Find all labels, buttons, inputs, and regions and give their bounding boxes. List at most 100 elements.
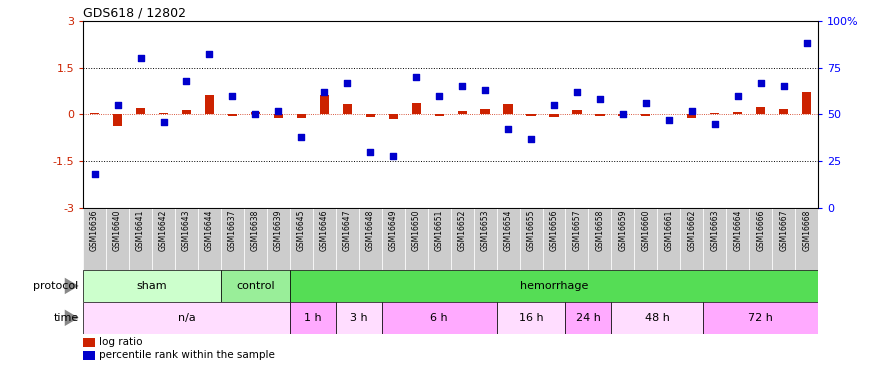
Text: GSM16655: GSM16655 [527,210,536,252]
Bar [113,114,123,126]
Bar [152,208,175,270]
Bar [274,114,283,118]
Text: GSM16666: GSM16666 [756,210,766,252]
Text: 72 h: 72 h [748,313,774,323]
Bar [83,302,290,334]
Text: 1 h: 1 h [304,313,322,323]
Bar [319,95,329,114]
Bar [336,208,359,270]
Bar [130,208,152,270]
Text: GSM16660: GSM16660 [641,210,650,252]
Point [501,126,515,132]
Text: GSM16654: GSM16654 [503,210,513,252]
Text: GSM16657: GSM16657 [572,210,582,252]
Text: protocol: protocol [33,281,79,291]
Bar [756,107,766,114]
Text: GSM16656: GSM16656 [550,210,558,252]
Text: sham: sham [136,281,167,291]
Text: 3 h: 3 h [350,313,367,323]
Point [271,108,285,114]
Point [226,93,240,99]
Bar [336,302,382,334]
Bar [589,208,612,270]
Bar [726,208,749,270]
Bar [136,108,145,114]
Text: GSM16640: GSM16640 [113,210,123,252]
Point [88,171,102,177]
Bar [159,113,168,114]
Bar [359,208,382,270]
Text: control: control [236,281,275,291]
Point [318,89,332,95]
Text: GSM16648: GSM16648 [366,210,374,251]
Bar [267,208,290,270]
Point [616,111,630,117]
Point [110,102,124,108]
Point [524,136,538,142]
Text: GSM16659: GSM16659 [619,210,627,252]
Bar [198,208,220,270]
Bar [657,208,681,270]
Bar [313,208,336,270]
Bar [435,114,444,116]
Bar [542,208,565,270]
Point [294,134,308,140]
Bar [290,270,818,302]
Text: 48 h: 48 h [645,313,669,323]
Text: GSM16645: GSM16645 [297,210,306,252]
Bar [565,302,612,334]
Text: GSM16636: GSM16636 [90,210,99,252]
Bar [497,302,565,334]
Text: GSM16661: GSM16661 [664,210,674,251]
Text: n/a: n/a [178,313,195,323]
Bar [175,208,198,270]
Text: GSM16663: GSM16663 [710,210,719,252]
Bar [612,208,634,270]
Point [753,80,767,86]
Point [662,117,676,123]
Bar [251,112,260,114]
Bar [388,114,398,119]
Bar [297,114,306,118]
Text: GSM16646: GSM16646 [319,210,329,252]
Point [248,111,262,117]
Point [777,83,791,89]
Text: GSM16662: GSM16662 [687,210,696,251]
Text: GSM16641: GSM16641 [136,210,145,251]
Text: GSM16667: GSM16667 [779,210,788,252]
Text: GSM16637: GSM16637 [228,210,237,252]
Point [685,108,699,114]
Bar [565,208,589,270]
Bar [382,208,404,270]
Text: GSM16664: GSM16664 [733,210,742,252]
Point [134,55,148,61]
Bar [527,114,536,116]
Text: GSM16652: GSM16652 [458,210,466,251]
Bar [83,208,106,270]
Bar [290,208,313,270]
Bar [451,208,473,270]
Bar [520,208,542,270]
Bar [428,208,451,270]
Text: GSM16649: GSM16649 [388,210,398,252]
Bar [795,208,818,270]
Point [731,93,745,99]
Bar [704,302,818,334]
Bar [497,208,520,270]
Text: GSM16644: GSM16644 [205,210,214,252]
Bar [382,302,497,334]
Bar [404,208,428,270]
Point [386,153,400,159]
Bar [595,114,605,116]
Bar [704,208,726,270]
Text: log ratio: log ratio [99,337,143,347]
Bar [779,109,788,114]
Bar [802,92,811,114]
Text: time: time [53,313,79,323]
Text: GSM16653: GSM16653 [480,210,490,252]
Text: GSM16642: GSM16642 [159,210,168,251]
Point [202,51,216,57]
Bar [473,208,497,270]
Bar [220,270,290,302]
Bar [550,114,558,117]
